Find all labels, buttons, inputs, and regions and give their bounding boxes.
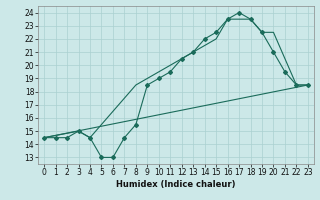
X-axis label: Humidex (Indice chaleur): Humidex (Indice chaleur) <box>116 180 236 189</box>
